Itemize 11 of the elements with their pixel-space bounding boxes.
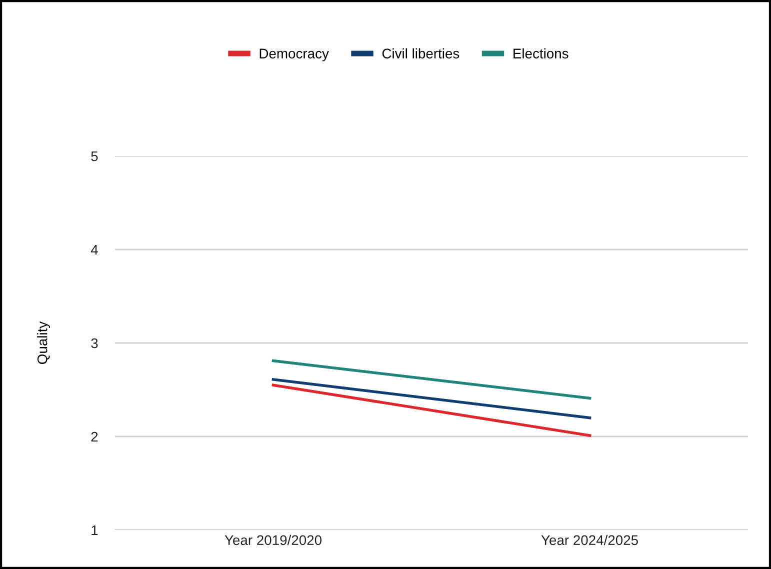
y-tick-label: 1 bbox=[92, 525, 98, 536]
y-tick-label: 3 bbox=[91, 338, 98, 348]
legend-label: Civil liberties bbox=[382, 48, 460, 58]
y-tick-label: 5 bbox=[91, 151, 98, 162]
x-tick-label: Year 2019/2020 bbox=[224, 534, 322, 546]
legend-label: Democracy bbox=[260, 48, 329, 62]
legend-label: Elections bbox=[514, 48, 568, 58]
y-tick-label: 4 bbox=[90, 244, 98, 255]
x-tick-label: Year 2024/2025 bbox=[541, 534, 638, 546]
y-axis-title: Quality bbox=[37, 321, 50, 364]
y-tick-label: 2 bbox=[91, 432, 98, 442]
